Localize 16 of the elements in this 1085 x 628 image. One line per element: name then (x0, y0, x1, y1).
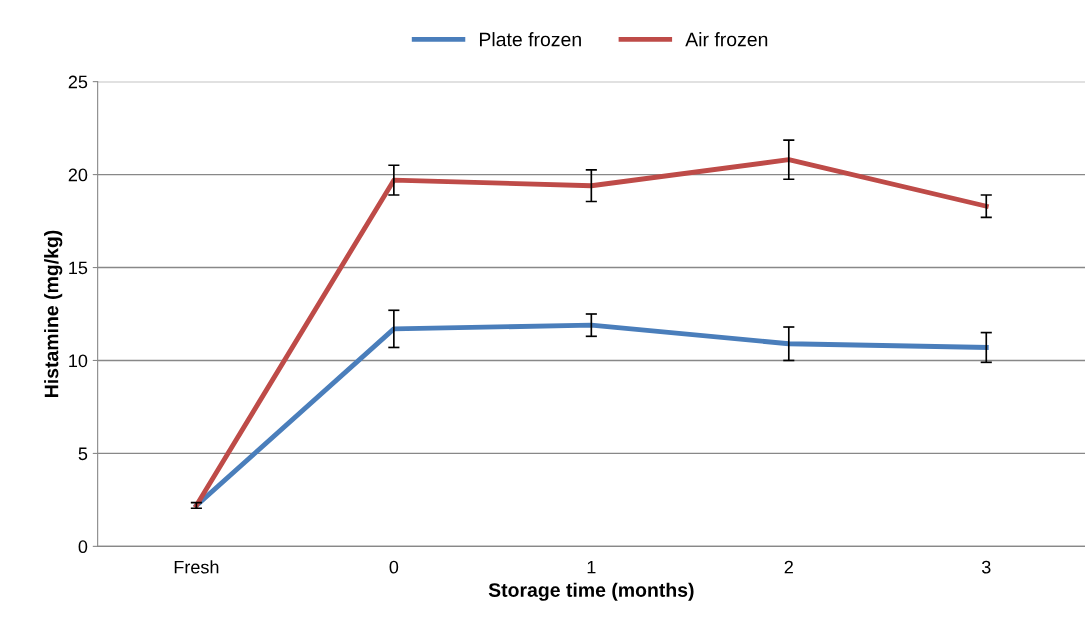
legend-label: Air frozen (685, 32, 768, 47)
y-axis-title: Histamine (mg/kg) (44, 230, 63, 397)
y-tick-label: 25 (68, 75, 88, 89)
x-tick-label: 2 (784, 560, 793, 574)
x-tick-label: 0 (389, 560, 399, 574)
y-tick-label: 0 (78, 540, 88, 554)
x-axis-title: Storage time (months) (488, 582, 694, 601)
y-tick-label: 15 (69, 261, 88, 275)
y-tick-label: 5 (78, 447, 88, 461)
x-tick-label: 1 (587, 560, 596, 574)
y-tick-label: 20 (68, 168, 88, 182)
x-tick-label: 3 (981, 560, 991, 574)
line-series (193, 157, 989, 508)
y-tick-label: 10 (69, 354, 88, 368)
x-tick-label: Fresh (174, 560, 219, 574)
legend-label: Plate frozen (479, 32, 581, 47)
